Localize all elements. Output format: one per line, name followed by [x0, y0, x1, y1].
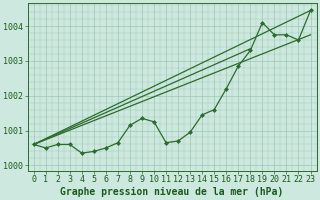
X-axis label: Graphe pression niveau de la mer (hPa): Graphe pression niveau de la mer (hPa)	[60, 186, 284, 197]
